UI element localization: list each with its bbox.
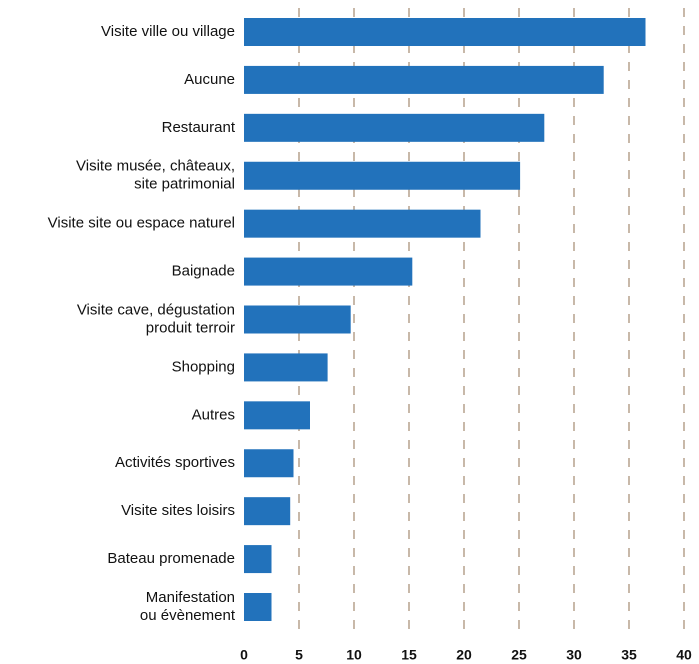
bar — [244, 257, 413, 286]
y-tick-label: produit terroir — [146, 319, 235, 336]
bar — [244, 161, 521, 190]
bar — [244, 113, 545, 142]
bar — [244, 18, 646, 46]
x-tick-label: 20 — [456, 647, 472, 663]
y-tick-label: Restaurant — [162, 119, 236, 136]
bar — [244, 353, 328, 382]
y-tick-label: Bateau promenade — [107, 550, 235, 567]
bar — [244, 593, 272, 621]
y-tick-label: Manifestation — [146, 589, 235, 606]
y-tick-label: Shopping — [172, 358, 235, 375]
x-tick-label: 10 — [346, 647, 362, 663]
x-tick-label: 5 — [295, 647, 303, 663]
bar — [244, 401, 310, 430]
y-tick-label: Visite cave, dégustation — [77, 301, 235, 318]
y-tick-label: Autres — [192, 406, 235, 423]
x-tick-label: 15 — [401, 647, 417, 663]
bar — [244, 305, 351, 334]
y-tick-label: Visite site ou espace naturel — [48, 215, 235, 232]
x-tick-label: 40 — [676, 647, 692, 663]
y-tick-label: Visite ville ou village — [101, 23, 235, 40]
y-tick-label: ou évènement — [140, 607, 236, 624]
y-tick-label: Aucune — [184, 71, 235, 88]
y-tick-label: Activités sportives — [115, 454, 235, 471]
bar — [244, 545, 272, 574]
x-tick-label: 35 — [621, 647, 637, 663]
y-tick-label: site patrimonial — [134, 176, 235, 193]
x-tick-label: 0 — [240, 647, 248, 663]
bar — [244, 449, 294, 478]
bar — [244, 65, 604, 94]
x-tick-label: 30 — [566, 647, 582, 663]
x-tick-label: 25 — [511, 647, 527, 663]
y-tick-label: Baignade — [172, 263, 235, 280]
bar — [244, 209, 481, 238]
y-tick-label: Visite sites loisirs — [121, 502, 235, 519]
y-tick-label: Visite musée, châteaux, — [76, 158, 235, 175]
bar — [244, 497, 291, 526]
